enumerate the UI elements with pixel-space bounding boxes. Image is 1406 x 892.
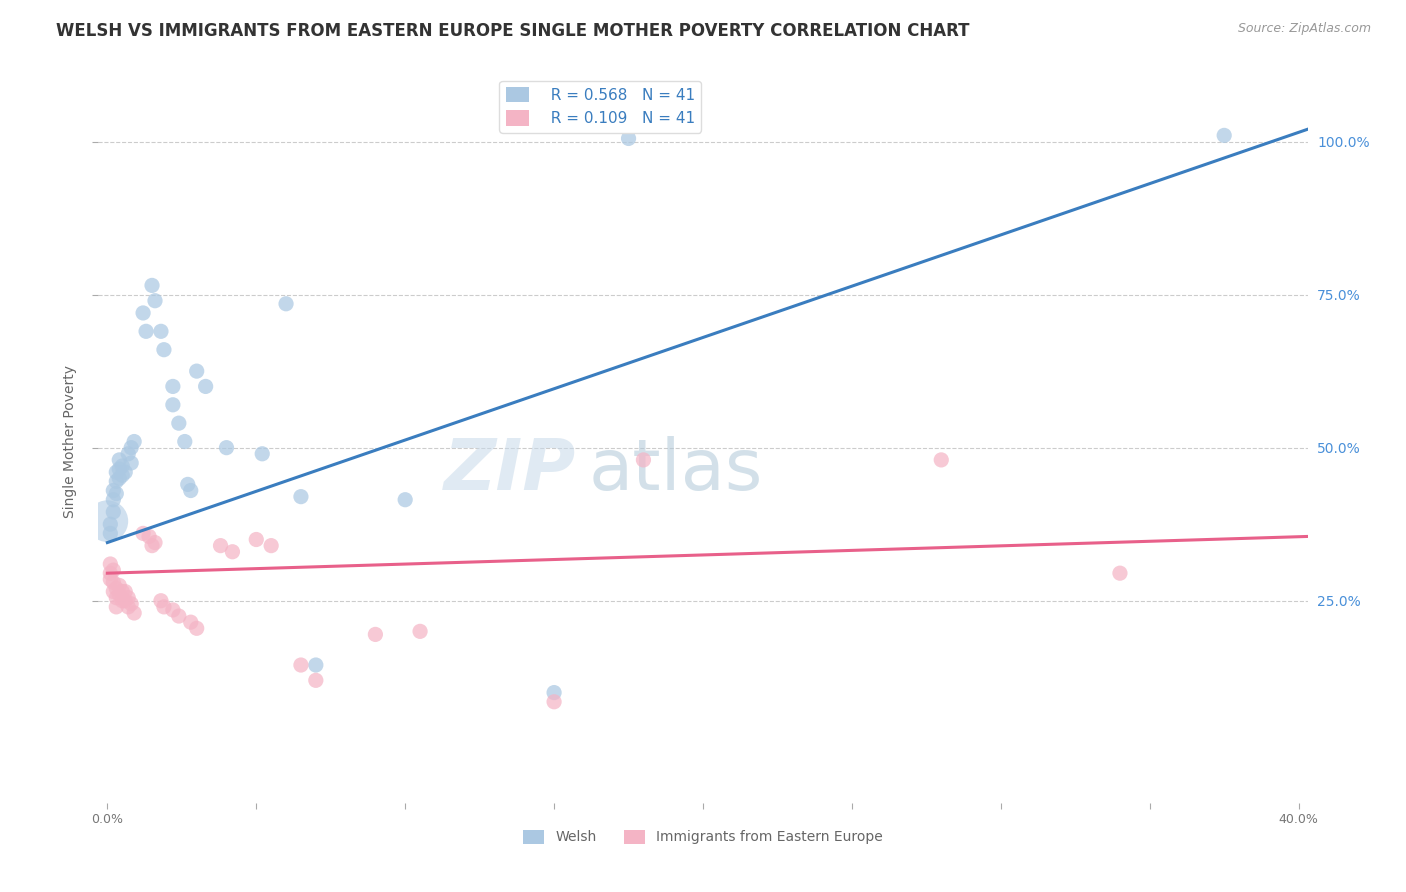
Point [617, 131, 640, 145]
Point [105, 486, 128, 500]
Point [120, 441, 142, 455]
Point [143, 535, 166, 549]
Point [167, 609, 190, 624]
Point [260, 539, 283, 553]
Point [111, 468, 134, 483]
Point [274, 297, 297, 311]
Point [209, 539, 232, 553]
Text: Source: ZipAtlas.com: Source: ZipAtlas.com [1237, 22, 1371, 36]
Point [149, 324, 172, 338]
Point [114, 593, 136, 607]
Point [105, 475, 128, 489]
Text: WELSH VS IMMIGRANTS FROM EASTERN EUROPE SINGLE MOTHER POVERTY CORRELATION CHART: WELSH VS IMMIGRANTS FROM EASTERN EUROPE … [56, 22, 970, 40]
Point [105, 591, 128, 605]
Point [103, 492, 125, 507]
Point [141, 539, 163, 553]
Point [122, 606, 145, 620]
Point [103, 575, 125, 590]
Point [252, 447, 274, 461]
Point [117, 447, 139, 461]
Point [122, 434, 145, 449]
Point [103, 483, 125, 498]
Point [290, 490, 312, 504]
Point [108, 453, 131, 467]
Point [364, 627, 387, 641]
Point [120, 456, 142, 470]
Point [153, 599, 176, 614]
Point [111, 458, 134, 473]
Point [103, 563, 125, 577]
Point [105, 599, 128, 614]
Point [305, 673, 328, 688]
Point [103, 584, 125, 599]
Point [162, 379, 184, 393]
Point [141, 278, 163, 293]
Point [1213, 128, 1236, 143]
Point [103, 505, 125, 519]
Text: ZIP: ZIP [444, 436, 576, 505]
Point [105, 465, 128, 479]
Point [132, 526, 155, 541]
Point [132, 306, 155, 320]
Point [105, 582, 128, 596]
Point [153, 343, 176, 357]
Point [108, 462, 131, 476]
Point [162, 398, 184, 412]
Point [111, 593, 134, 607]
Point [108, 471, 131, 485]
Point [180, 615, 202, 630]
Point [221, 545, 243, 559]
Y-axis label: Single Mother Poverty: Single Mother Poverty [63, 365, 77, 518]
Point [96, 514, 118, 528]
Point [111, 584, 134, 599]
Point [98, 517, 121, 532]
Point [117, 599, 139, 614]
Point [114, 465, 136, 479]
Point [149, 593, 172, 607]
Point [114, 584, 136, 599]
Point [98, 566, 121, 581]
Point [215, 441, 238, 455]
Point [290, 658, 312, 673]
Point [98, 557, 121, 571]
Point [180, 483, 202, 498]
Point [135, 324, 157, 338]
Point [409, 624, 432, 639]
Point [394, 492, 416, 507]
Point [167, 416, 190, 430]
Point [108, 578, 131, 592]
Point [543, 695, 565, 709]
Point [245, 533, 267, 547]
Point [98, 526, 121, 541]
Point [143, 293, 166, 308]
Point [120, 597, 142, 611]
Point [186, 364, 208, 378]
Point [929, 453, 952, 467]
Point [117, 591, 139, 605]
Text: atlas: atlas [588, 436, 762, 505]
Point [305, 658, 328, 673]
Point [543, 685, 565, 699]
Point [633, 453, 655, 467]
Point [98, 572, 121, 586]
Point [186, 621, 208, 635]
Point [177, 477, 200, 491]
Point [194, 379, 217, 393]
Point [1109, 566, 1132, 581]
Point [162, 603, 184, 617]
Point [173, 434, 195, 449]
Legend: Welsh, Immigrants from Eastern Europe: Welsh, Immigrants from Eastern Europe [517, 824, 889, 850]
Point [138, 529, 160, 543]
Point [108, 588, 131, 602]
